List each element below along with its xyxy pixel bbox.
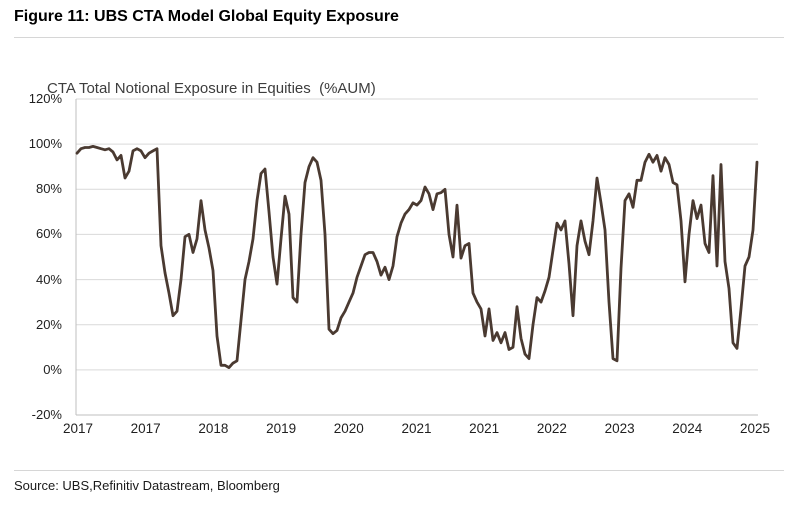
x-axis-tick-label: 2020 [333, 421, 364, 436]
x-axis-tick-label: 2018 [198, 421, 229, 436]
x-axis-tick-label: 2025 [739, 421, 771, 436]
chart-subtitle: CTA Total Notional Exposure in Equities … [47, 80, 376, 97]
x-axis-tick-label: 2021 [469, 421, 500, 436]
y-axis-tick-label: 0% [43, 361, 62, 377]
x-axis-tick-label: 2021 [401, 421, 432, 436]
x-axis-tick-label: 2019 [266, 421, 297, 436]
y-axis-tick-label: 80% [35, 181, 62, 197]
y-axis-tick-label: 20% [35, 316, 62, 332]
x-axis-tick-label: 2023 [604, 421, 635, 436]
page-title: Figure 11: UBS CTA Model Global Equity E… [14, 8, 399, 25]
y-axis-tick-label: 100% [28, 136, 62, 152]
exposure-line [75, 144, 759, 370]
y-axis-tick-label: 40% [35, 271, 62, 287]
x-axis-tick-label: 2024 [672, 421, 703, 436]
x-axis-tick-label: 2022 [536, 421, 567, 436]
source-divider [14, 470, 784, 471]
title-divider [14, 37, 784, 38]
y-axis-tick-label: 60% [35, 226, 62, 242]
y-axis-tick-label: -20% [31, 407, 62, 422]
source-text: Source: UBS,Refinitiv Datastream, Bloomb… [14, 478, 280, 493]
x-axis-tick-label: 2017 [130, 421, 161, 436]
y-axis-tick-label: 120% [28, 91, 62, 106]
x-axis-tick-label: 2017 [62, 421, 94, 436]
